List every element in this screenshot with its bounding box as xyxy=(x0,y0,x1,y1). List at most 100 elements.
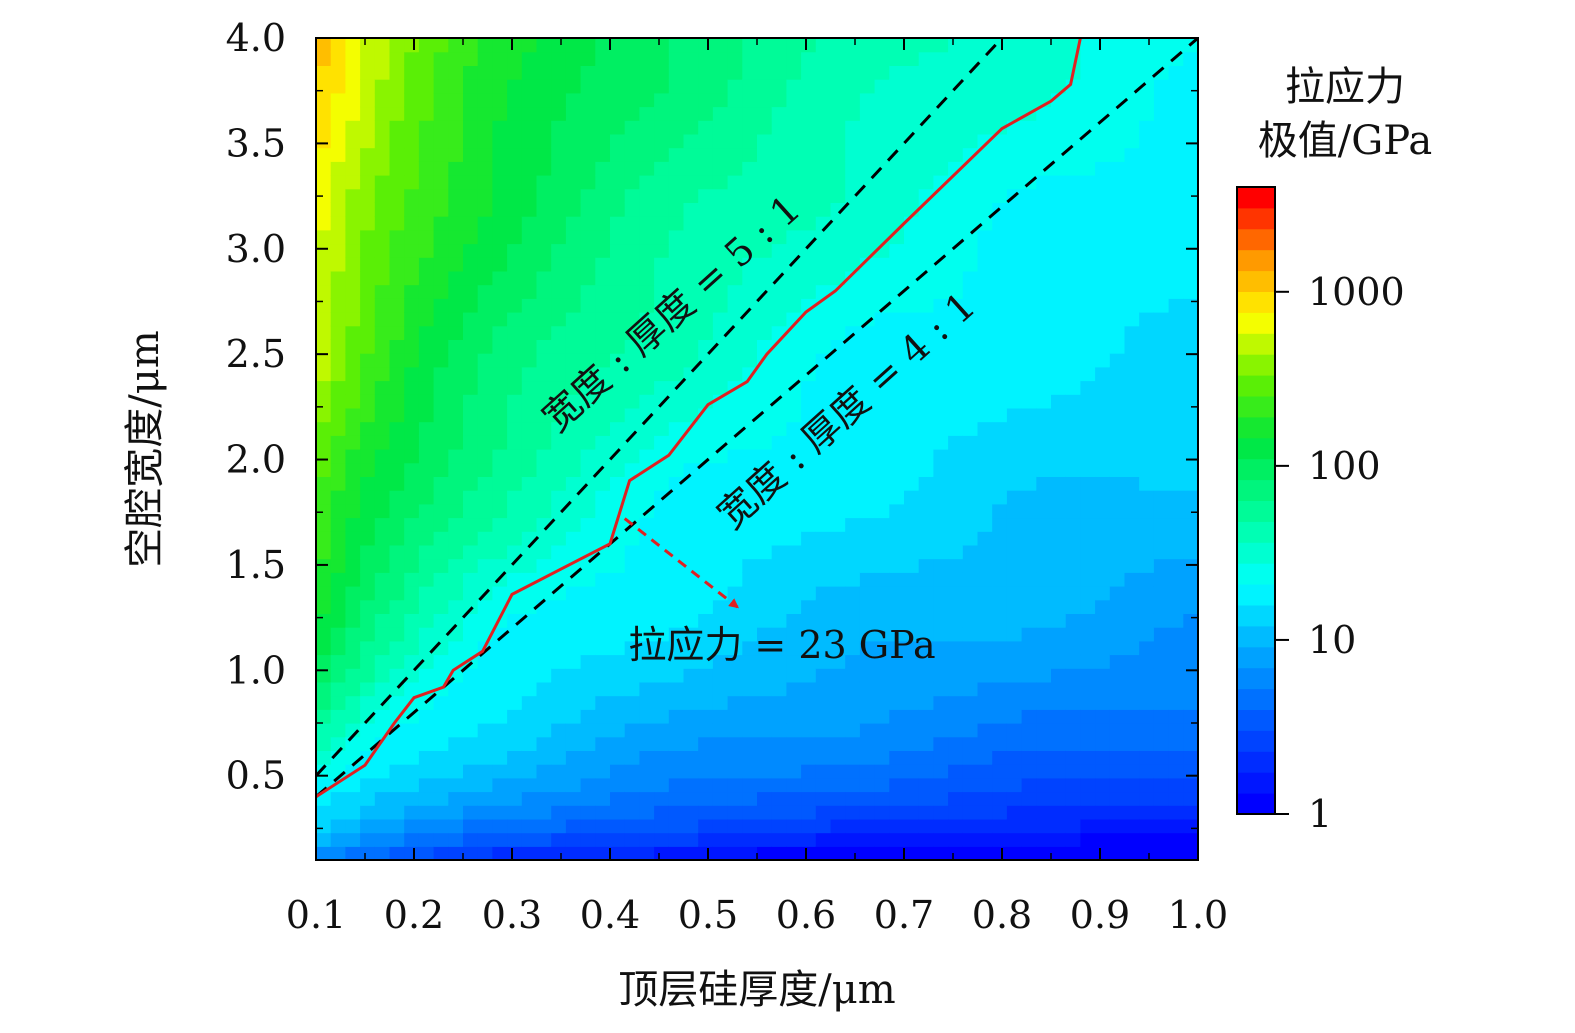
heatmap-cell xyxy=(698,490,714,505)
heatmap-cell xyxy=(580,106,596,121)
heatmap-cell xyxy=(698,449,714,464)
heatmap-cell xyxy=(374,832,391,847)
heatmap-cell xyxy=(374,599,391,614)
heatmap-cell xyxy=(1183,284,1198,299)
heatmap-cell xyxy=(786,805,802,820)
heatmap-cell xyxy=(360,147,376,162)
heatmap-cell xyxy=(889,517,905,532)
heatmap-cell xyxy=(1036,627,1052,642)
heatmap-cell xyxy=(933,161,949,176)
heatmap-cell xyxy=(654,846,670,860)
heatmap-cell xyxy=(977,531,993,546)
heatmap-cell xyxy=(845,777,861,793)
heatmap-cell xyxy=(624,791,640,806)
heatmap-cell xyxy=(580,243,596,258)
heatmap-cell xyxy=(1080,421,1096,436)
heatmap-cell xyxy=(1006,298,1023,313)
heatmap-cell xyxy=(962,229,979,245)
heatmap-cell xyxy=(1095,764,1111,779)
y-tick-label: 1.5 xyxy=(226,543,286,587)
heatmap-cell xyxy=(668,627,685,642)
heatmap-cell xyxy=(1021,188,1037,203)
heatmap-cell xyxy=(624,805,640,820)
heatmap-cell xyxy=(771,202,787,217)
heatmap-cell xyxy=(992,257,1008,272)
heatmap-cell xyxy=(933,476,949,491)
heatmap-cell xyxy=(448,832,464,847)
heatmap-cell xyxy=(654,764,670,779)
heatmap-cell xyxy=(1168,120,1184,135)
heatmap-cell xyxy=(610,270,626,286)
heatmap-cell xyxy=(977,106,993,121)
y-tick-label: 2.5 xyxy=(226,332,286,376)
heatmap-cell xyxy=(683,366,699,382)
heatmap-cell xyxy=(360,818,376,834)
heatmap-cell xyxy=(580,558,596,573)
heatmap-cell xyxy=(433,613,449,628)
heatmap-cell xyxy=(1139,818,1155,834)
heatmap-cell xyxy=(977,175,993,190)
heatmap-cell xyxy=(639,366,655,382)
heatmap-cell xyxy=(1153,325,1170,340)
heatmap-cell xyxy=(1109,312,1126,327)
heatmap-cell xyxy=(859,435,876,450)
heatmap-cell xyxy=(1036,490,1052,505)
heatmap-cell xyxy=(374,791,391,806)
heatmap-cell xyxy=(904,613,920,628)
heatmap-cell xyxy=(507,544,523,560)
heatmap-cell xyxy=(948,599,964,614)
heatmap-cell xyxy=(948,65,964,80)
heatmap-cell xyxy=(595,490,611,505)
heatmap-cell xyxy=(742,353,758,368)
heatmap-cell xyxy=(1036,79,1052,94)
heatmap-cell xyxy=(801,462,817,477)
heatmap-cell xyxy=(874,79,890,94)
heatmap-cell xyxy=(521,750,538,765)
heatmap-cell xyxy=(448,79,464,94)
heatmap-cell xyxy=(712,243,729,258)
heatmap-cell xyxy=(639,818,655,834)
heatmap-cell xyxy=(668,476,685,491)
heatmap-cell xyxy=(1168,188,1184,203)
heatmap-cell xyxy=(624,846,640,860)
heatmap-cell xyxy=(1168,366,1184,382)
heatmap-cell xyxy=(698,325,714,340)
heatmap-cell xyxy=(1109,723,1126,738)
heatmap-cell xyxy=(389,366,405,382)
heatmap-cell xyxy=(889,572,905,587)
heatmap-cell xyxy=(801,435,817,450)
heatmap-cell xyxy=(845,627,861,642)
heatmap-cell xyxy=(933,640,949,656)
heatmap-cell xyxy=(404,147,420,162)
heatmap-cell xyxy=(360,257,376,272)
heatmap-cell xyxy=(492,640,508,656)
heatmap-cell xyxy=(610,627,626,642)
heatmap-cell xyxy=(624,175,640,190)
heatmap-cell xyxy=(345,339,361,354)
heatmap-cell xyxy=(507,325,523,340)
heatmap-cell xyxy=(815,79,832,94)
heatmap-cell xyxy=(463,531,479,546)
heatmap-cell xyxy=(536,106,552,121)
heatmap-cell xyxy=(551,654,567,669)
heatmap-cell xyxy=(815,229,832,245)
heatmap-cell xyxy=(1124,846,1140,860)
heatmap-cell xyxy=(507,777,523,793)
heatmap-cell xyxy=(977,92,993,108)
heatmap-cell xyxy=(639,435,655,450)
heatmap-cell xyxy=(433,161,449,176)
heatmap-cell xyxy=(507,695,523,710)
heatmap-cell xyxy=(463,449,479,464)
heatmap-cell xyxy=(845,229,861,245)
heatmap-cell xyxy=(507,503,523,519)
heatmap-cell xyxy=(742,284,758,299)
heatmap-cell xyxy=(815,695,832,710)
heatmap-cell xyxy=(742,517,758,532)
heatmap-cell xyxy=(904,65,920,80)
heatmap-cell xyxy=(565,517,582,532)
heatmap-cell xyxy=(757,750,773,765)
heatmap-cell xyxy=(345,832,361,847)
heatmap-cell xyxy=(507,298,523,313)
heatmap-cell xyxy=(889,51,905,66)
heatmap-cell xyxy=(904,435,920,450)
